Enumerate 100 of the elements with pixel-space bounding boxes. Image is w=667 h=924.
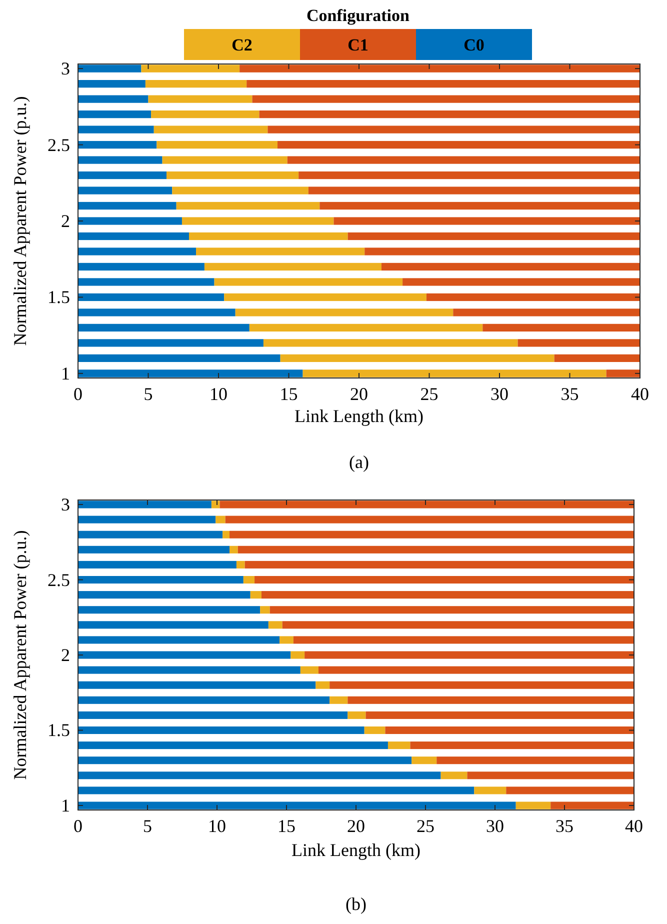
- bar: [224, 293, 426, 302]
- bar: [172, 186, 308, 194]
- bar: [270, 606, 634, 614]
- bar: [330, 696, 348, 704]
- bar: [252, 95, 640, 103]
- x-tick-label: 40: [625, 816, 643, 836]
- x-tick-label: 10: [210, 384, 228, 404]
- bar: [348, 232, 640, 240]
- bar: [282, 621, 634, 629]
- x-tick-label: 0: [74, 816, 82, 836]
- series-label: C2: [232, 36, 252, 54]
- bar: [388, 742, 410, 750]
- x-axis-title: Link Length (km): [292, 840, 420, 860]
- bar: [78, 576, 244, 584]
- bar: [410, 742, 634, 750]
- bar: [78, 621, 268, 629]
- y-tick-label: 1: [61, 363, 70, 384]
- bar: [156, 140, 278, 149]
- bar: [506, 786, 634, 794]
- bar: [278, 140, 640, 149]
- bar: [78, 278, 214, 286]
- bar: [280, 354, 554, 362]
- bar: [78, 786, 474, 794]
- bar: [78, 140, 157, 149]
- x-tick-label: 15: [280, 384, 298, 404]
- bar: [78, 500, 212, 508]
- y-tick-label: 3: [61, 58, 70, 79]
- x-tick-label: 35: [560, 384, 579, 404]
- bar: [385, 726, 634, 734]
- bar: [426, 293, 640, 302]
- bar: [78, 308, 236, 316]
- bar: [182, 217, 334, 225]
- bar: [249, 324, 483, 332]
- bar: [348, 696, 634, 704]
- bar: [280, 636, 294, 644]
- bar: [250, 591, 262, 599]
- bar: [78, 110, 152, 118]
- y-tick-label: 2.5: [48, 570, 70, 590]
- y-axis-title: Normalized Apparent Power (p.u.): [10, 96, 30, 346]
- x-tick-label: 25: [420, 384, 438, 404]
- bar: [78, 324, 250, 332]
- bar: [293, 636, 634, 644]
- bar: [78, 262, 204, 271]
- bar: [287, 156, 640, 164]
- bar: [78, 711, 348, 719]
- bar: [364, 248, 640, 256]
- y-tick-label: 2: [61, 645, 70, 665]
- legend-title: Configuration: [306, 6, 410, 25]
- bar: [261, 591, 634, 599]
- bar: [235, 308, 454, 316]
- bar: [78, 651, 291, 659]
- bar: [204, 262, 382, 271]
- bar: [550, 802, 634, 810]
- bar: [78, 756, 412, 764]
- bar: [214, 278, 403, 286]
- bar: [304, 651, 634, 659]
- bar: [302, 370, 606, 378]
- bar: [78, 248, 196, 256]
- bar: [318, 666, 634, 674]
- bar: [263, 339, 518, 347]
- bar: [78, 546, 230, 554]
- bar: [78, 726, 364, 734]
- bar: [78, 666, 300, 674]
- bar: [216, 516, 226, 524]
- bar: [78, 202, 176, 210]
- bar: [259, 110, 640, 118]
- bar: [78, 516, 216, 524]
- bar: [246, 80, 640, 88]
- bar: [316, 681, 330, 689]
- y-tick-label: 3: [61, 494, 70, 515]
- bar: [364, 726, 386, 734]
- y-tick-label: 1.5: [48, 287, 70, 308]
- bar: [211, 500, 220, 508]
- bar: [516, 802, 551, 810]
- x-axis-title: Link Length (km): [294, 406, 424, 426]
- x-tick-label: 40: [631, 384, 649, 404]
- bar: [222, 530, 230, 538]
- bar: [225, 516, 634, 524]
- bar: [78, 186, 172, 194]
- bar: [78, 606, 260, 614]
- bar: [300, 666, 318, 674]
- bar: [78, 591, 250, 599]
- bar: [78, 171, 167, 180]
- y-tick-label: 2: [61, 211, 70, 231]
- x-tick-label: 25: [416, 816, 434, 836]
- bar: [196, 248, 365, 256]
- x-tick-label: 20: [350, 384, 368, 404]
- bar: [78, 802, 516, 810]
- bar: [78, 681, 316, 689]
- bar: [402, 278, 640, 286]
- bar: [220, 500, 634, 508]
- text: C0: [464, 36, 484, 54]
- y-tick-label: 1: [61, 795, 70, 816]
- bar: [78, 354, 280, 362]
- bar: [290, 651, 305, 659]
- bar: [467, 772, 634, 780]
- bar: [412, 756, 437, 764]
- bar: [268, 621, 282, 629]
- bar: [78, 530, 223, 538]
- bar: [78, 339, 264, 347]
